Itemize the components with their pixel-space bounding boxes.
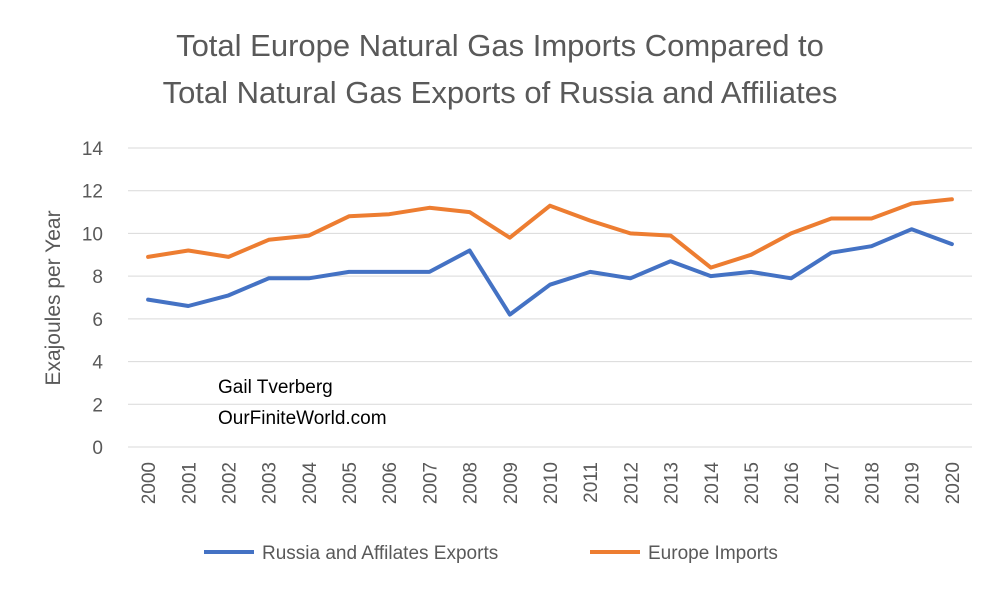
legend-label-europe: Europe Imports [648,543,778,564]
x-tick-label: 2016 [782,462,803,504]
x-tick-label: 2013 [662,462,683,504]
y-axis-label: Exajoules per Year [42,210,65,385]
x-axis-ticks: 2000 2001 2002 2003 2004 2005 2006 2007 2008 2009… [139,462,964,505]
x-tick-label: 2010 [541,462,562,504]
x-tick-label: 2020 [943,462,964,504]
series-line-europe-imports [146,197,954,270]
legend-label-russia: Russia and Affilates Exports [262,543,498,564]
y-tick-label: 12 [82,182,103,203]
y-tick-label: 2 [92,395,103,416]
chart-title-line-2: Total Natural Gas Exports of Russia and … [163,75,838,110]
x-tick-label: 2007 [420,462,441,504]
y-tick-label: 6 [92,310,103,331]
y-tick-label: 10 [82,224,103,245]
legend: Russia and Affilates Exports Europe Impo… [204,543,778,564]
y-tick-label: 14 [82,139,104,160]
x-tick-label: 2001 [179,462,200,504]
annotation-website: OurFiniteWorld.com [218,408,387,429]
x-tick-label: 2003 [260,462,281,504]
gridlines [128,147,972,448]
x-tick-label: 2002 [219,462,240,504]
x-tick-label: 2008 [461,462,482,504]
x-tick-label: 2018 [863,462,884,504]
x-tick-label: 2005 [340,462,361,504]
series-lines [146,197,954,317]
y-axis-ticks: 0 2 4 6 8 10 12 14 [82,139,104,459]
x-tick-label: 2017 [822,462,843,504]
y-tick-label: 0 [92,438,103,459]
x-tick-label: 2009 [501,462,522,504]
y-tick-label: 4 [92,353,103,374]
x-tick-label: 2004 [300,462,321,505]
x-tick-label: 2011 [581,462,602,503]
chart-title-line-1: Total Europe Natural Gas Imports Compare… [176,28,824,63]
series-line-russia-exports [146,227,954,317]
annotation-author: Gail Tverberg [218,377,333,398]
x-tick-label: 2014 [702,462,723,505]
x-tick-label: 2015 [742,462,763,504]
x-tick-label: 2012 [621,462,642,504]
x-tick-label: 2000 [139,462,160,504]
y-tick-label: 8 [92,267,103,288]
x-tick-label: 2006 [380,462,401,504]
x-tick-label: 2019 [903,462,924,504]
